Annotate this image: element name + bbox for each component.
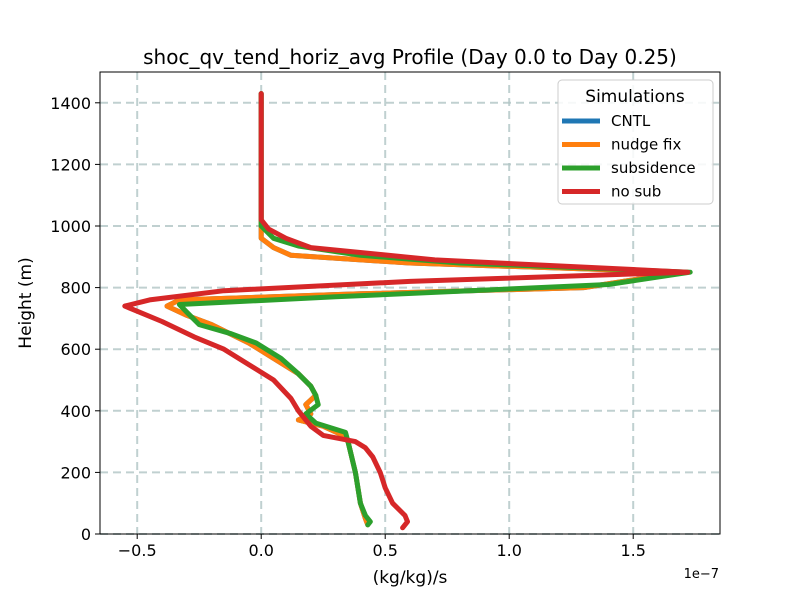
legend-box: [557, 79, 714, 205]
legend: Simulations CNTL nudge fix subsidence no su…: [557, 79, 714, 205]
legend-label: CNTL: [611, 112, 651, 130]
legend-label: subsidence: [611, 159, 696, 177]
legend-entries: CNTL nudge fix subsidence no sub: [562, 112, 696, 201]
y-tick-label: 0: [81, 525, 91, 544]
grid-lines: [100, 72, 720, 535]
x-tick-label: 1.5: [620, 541, 645, 560]
legend-label: no sub: [611, 183, 661, 201]
x-axis-offset-label: 1e−7: [684, 567, 719, 582]
y-tick-label: 200: [60, 463, 91, 482]
y-tick-label: 400: [60, 402, 91, 421]
legend-title: Simulations: [585, 87, 685, 107]
x-axis-label: (kg/kg)/s: [373, 568, 448, 588]
x-axis-ticks: −0.5 0.0 0.5 1.0 1.5: [118, 534, 646, 560]
x-tick-label: 1.0: [496, 541, 521, 560]
axes-frame: [99, 71, 721, 535]
series-line-no-sub: [122, 91, 691, 531]
series-lines: [122, 91, 693, 531]
y-axis-ticks: 0 200 400 600 800 1000 1200 1400: [50, 94, 100, 544]
x-tick-label: 0.5: [372, 541, 397, 560]
x-tick-label: −0.5: [118, 541, 157, 560]
y-tick-label: 1000: [50, 217, 91, 236]
y-tick-label: 600: [60, 340, 91, 359]
x-tick-label: 0.0: [248, 541, 273, 560]
chart-title: shoc_qv_tend_horiz_avg Profile (Day 0.0 …: [143, 45, 677, 69]
series-line-nudge-fix: [164, 91, 686, 528]
y-axis-label: Height (m): [16, 257, 36, 348]
legend-label: nudge fix: [611, 136, 682, 154]
y-tick-label: 800: [60, 279, 91, 298]
y-tick-label: 1400: [50, 94, 91, 113]
y-tick-label: 1200: [50, 155, 91, 174]
